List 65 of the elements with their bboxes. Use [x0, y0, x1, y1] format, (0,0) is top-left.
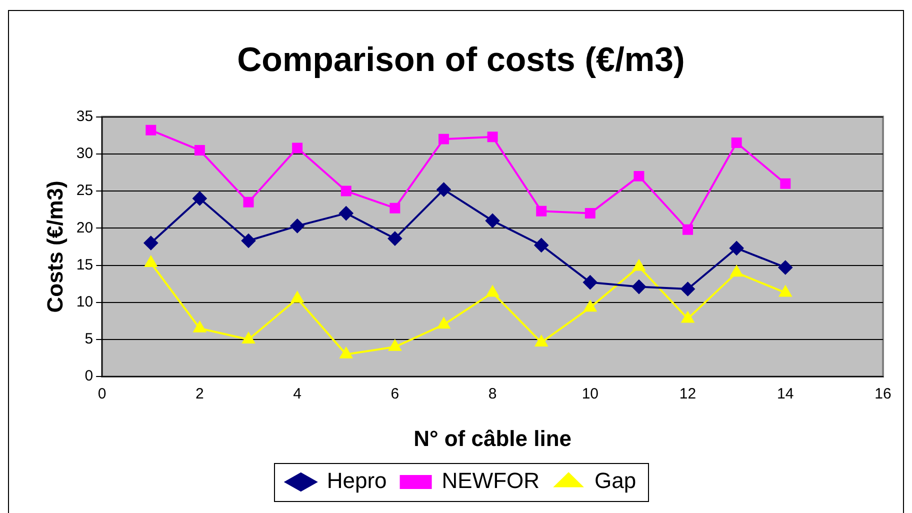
x-tick-label: 4 — [293, 386, 302, 403]
point — [634, 170, 644, 182]
point — [340, 347, 352, 358]
point — [535, 335, 548, 346]
x-tick-label: 6 — [390, 386, 400, 403]
y-tick-label: 20 — [76, 219, 94, 236]
y-tick-label: 25 — [76, 182, 94, 200]
point — [192, 191, 207, 206]
point — [487, 132, 498, 142]
point — [436, 182, 451, 197]
y-axis-title: Costs (€/m3) — [42, 180, 68, 313]
point — [680, 282, 695, 296]
y-tick-label: 10 — [76, 294, 94, 311]
point — [242, 332, 255, 344]
point — [486, 286, 499, 297]
x-tick-label: 2 — [196, 386, 204, 403]
point — [388, 340, 402, 351]
y-tick-label: 30 — [76, 145, 94, 162]
legend-label: Hepro — [326, 468, 387, 494]
point — [536, 206, 547, 216]
point — [194, 321, 206, 332]
x-tick-label: 14 — [777, 386, 794, 403]
point — [292, 142, 303, 154]
point — [731, 138, 742, 148]
point — [144, 236, 158, 250]
point — [243, 196, 254, 208]
point — [730, 241, 744, 256]
point — [584, 208, 596, 219]
point — [632, 280, 646, 294]
chart-title: Comparison of costs (€/m3) — [237, 40, 685, 79]
point — [584, 300, 596, 312]
point — [390, 202, 400, 214]
point — [194, 144, 205, 156]
y-tick-label: 5 — [84, 330, 94, 348]
y-tick-label: 35 — [76, 108, 94, 125]
x-axis-title: N° of câble line — [414, 426, 572, 451]
point — [730, 266, 743, 277]
point — [779, 286, 792, 297]
point — [682, 224, 694, 235]
point — [242, 234, 256, 248]
point — [340, 186, 352, 196]
point — [291, 292, 304, 303]
point — [486, 214, 500, 228]
point — [438, 318, 450, 329]
legend-label: Gap — [594, 468, 636, 494]
point — [146, 124, 156, 136]
x-tick-label: 10 — [582, 386, 598, 403]
point — [290, 218, 304, 233]
point — [534, 238, 548, 252]
point — [780, 178, 791, 189]
x-tick-label: 8 — [488, 386, 497, 403]
x-tick-label: 0 — [98, 386, 106, 403]
y-tick-label: 15 — [76, 256, 94, 274]
point — [339, 206, 354, 220]
point — [388, 232, 402, 246]
y-tick-label: 0 — [84, 368, 94, 385]
point — [632, 260, 646, 271]
legend-label: NEWFOR — [442, 468, 540, 494]
x-tick-label: 16 — [874, 386, 892, 403]
point — [682, 312, 694, 323]
point — [144, 256, 158, 268]
x-tick-label: 12 — [679, 386, 696, 403]
point — [778, 260, 792, 274]
point — [583, 275, 598, 290]
point — [438, 134, 449, 144]
